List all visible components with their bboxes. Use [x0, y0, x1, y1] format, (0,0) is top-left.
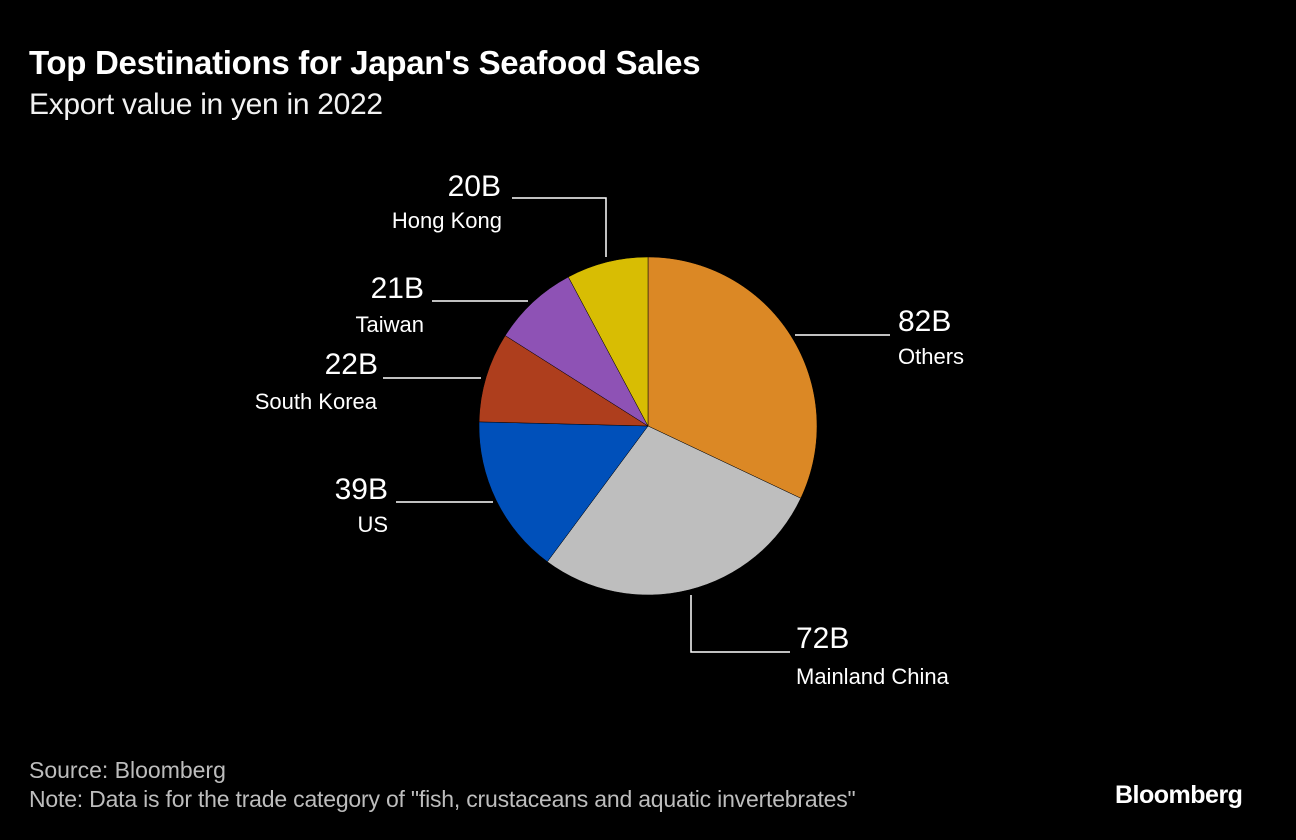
value-label-us: 39B — [335, 473, 388, 506]
leader-line-hong-kong — [512, 197, 607, 257]
note-text: Note: Data is for the trade category of … — [29, 786, 856, 812]
pie-slice-us — [478, 421, 649, 563]
pie-slice-south-korea — [478, 335, 649, 427]
pie-slice-taiwan — [504, 276, 649, 427]
name-label-taiwan: Taiwan — [356, 312, 424, 337]
name-label-south-korea: South Korea — [255, 389, 378, 414]
leader-line-mainland-china — [690, 595, 790, 653]
pie-slice-hong-kong — [567, 256, 649, 427]
chart-subtitle: Export value in yen in 2022 — [29, 88, 383, 121]
value-label-south-korea: 22B — [325, 348, 378, 381]
source-text: Source: Bloomberg — [29, 757, 226, 783]
value-label-hong-kong: 20B — [448, 170, 501, 203]
bloomberg-logo: Bloomberg — [1115, 781, 1243, 809]
pie-slice-others — [647, 256, 818, 499]
value-label-taiwan: 21B — [371, 272, 424, 305]
name-label-hong-kong: Hong Kong — [392, 208, 502, 233]
value-label-others: 82B — [898, 305, 951, 338]
pie-slice-mainland-china — [546, 425, 802, 596]
name-label-us: US — [357, 512, 388, 537]
chart-title: Top Destinations for Japan's Seafood Sal… — [29, 44, 701, 81]
value-label-mainland-china: 72B — [796, 622, 849, 655]
name-label-mainland-china: Mainland China — [796, 664, 950, 689]
name-label-others: Others — [898, 344, 964, 369]
